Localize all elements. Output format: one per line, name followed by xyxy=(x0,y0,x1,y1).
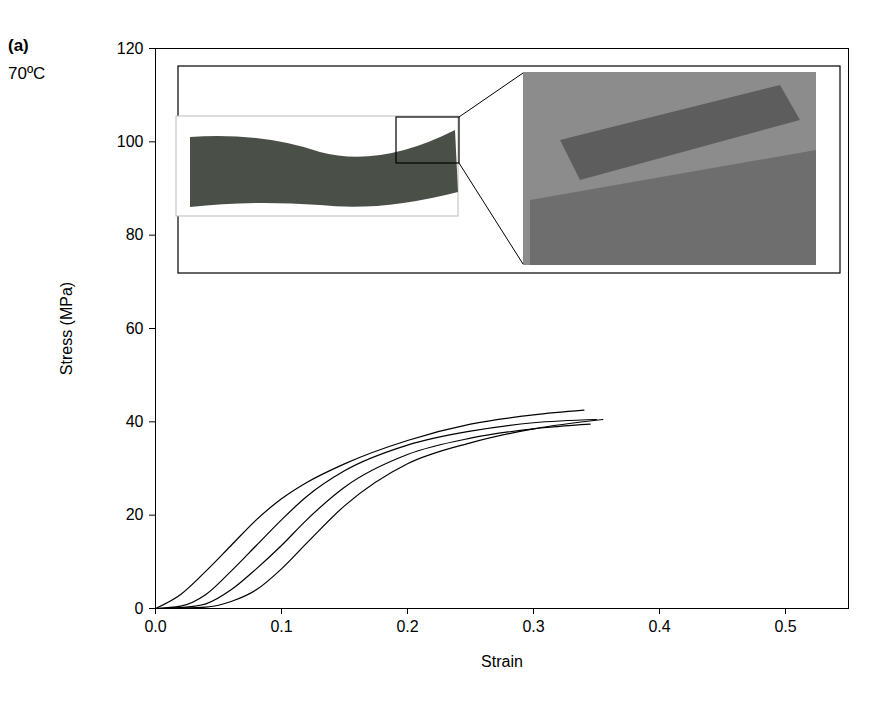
svg-text:0.5: 0.5 xyxy=(774,618,796,635)
svg-text:0.3: 0.3 xyxy=(522,618,544,635)
svg-text:80: 80 xyxy=(126,226,144,243)
html-text:(a): (a) xyxy=(8,36,29,55)
svg-text:40: 40 xyxy=(126,413,144,430)
svg-text:20: 20 xyxy=(126,506,144,523)
svg-text:0.0: 0.0 xyxy=(144,618,166,635)
html-text:70ºC: 70ºC xyxy=(8,64,46,83)
svg-text:0.4: 0.4 xyxy=(648,618,670,635)
svg-text:100: 100 xyxy=(117,133,144,150)
svg-text:Stress (MPa): Stress (MPa) xyxy=(58,282,75,375)
svg-text:120: 120 xyxy=(117,40,144,57)
svg-text:60: 60 xyxy=(126,320,144,337)
svg-text:0: 0 xyxy=(135,600,144,617)
svg-text:0.2: 0.2 xyxy=(396,618,418,635)
svg-text:0.1: 0.1 xyxy=(270,618,292,635)
svg-text:Strain: Strain xyxy=(481,653,523,670)
